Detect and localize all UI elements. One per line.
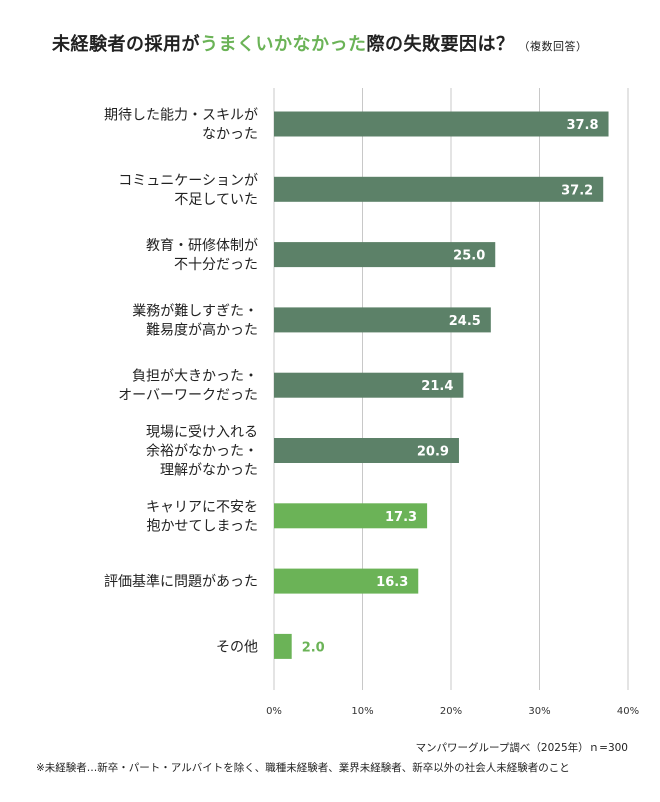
data-label: 24.5: [449, 314, 481, 329]
data-label: 2.0: [302, 640, 325, 655]
category-label: 抱かせてしまった: [147, 518, 258, 534]
bar: [274, 438, 459, 463]
category-label: 理解がなかった: [160, 463, 258, 479]
category-label: 評価基準に問題があった: [104, 573, 258, 590]
bar: [274, 633, 292, 659]
x-tick-label: 0%: [266, 706, 282, 717]
category-label: 教育・研修体制が: [146, 238, 258, 254]
data-label: 37.2: [561, 183, 593, 198]
category-label: 不十分だった: [174, 257, 258, 273]
data-label: 25.0: [453, 249, 485, 264]
x-tick-label: 20%: [440, 706, 462, 717]
category-label: オーバーワークだった: [118, 388, 258, 404]
x-tick-label: 30%: [528, 706, 550, 717]
category-label: 難易度が高かった: [146, 321, 258, 338]
source-note: マンパワーグループ調べ（2025年）ｎ=300: [415, 742, 628, 754]
title-highlight: うまくいかなかった: [200, 34, 367, 55]
category-label: キャリアに不安を: [146, 499, 258, 515]
title-part1: 未経験者の採用が: [52, 34, 200, 55]
bar: [274, 111, 609, 137]
bar: [274, 372, 464, 398]
category-label: 業務が難しすぎた・: [132, 303, 258, 319]
bar: [274, 176, 604, 202]
x-tick-label: 10%: [351, 706, 373, 717]
title-part2: 際の失敗要因は？: [366, 34, 515, 55]
bar: [274, 503, 428, 529]
x-tick-label: 40%: [617, 706, 639, 717]
title-note: （複数回答）: [518, 40, 588, 53]
category-label: 不足していた: [174, 192, 258, 208]
data-label: 16.3: [376, 575, 408, 590]
category-label: なかった: [202, 127, 258, 143]
category-label: 期待した能力・スキルが: [104, 108, 258, 124]
category-label: その他: [216, 639, 258, 655]
bar: [274, 568, 419, 594]
category-label: コミュニケーションが: [118, 173, 258, 189]
chart-title: 未経験者の採用がうまくいかなかった際の失敗要因は？ （複数回答）: [52, 30, 588, 56]
data-label: 21.4: [421, 379, 453, 394]
bar: [274, 307, 491, 333]
category-label: 余裕がなかった・: [146, 443, 258, 460]
bar: [274, 242, 496, 268]
footnote: ※未経験者…新卒・パート・アルバイトを除く、職種未経験者、業界未経験者、新卒以外…: [36, 762, 570, 774]
category-label: 現場に受け入れる: [146, 425, 258, 441]
data-label: 17.3: [385, 510, 417, 525]
data-label: 20.9: [417, 445, 449, 460]
data-label: 37.8: [566, 118, 598, 133]
category-label: 負担が大きかった・: [132, 369, 258, 385]
